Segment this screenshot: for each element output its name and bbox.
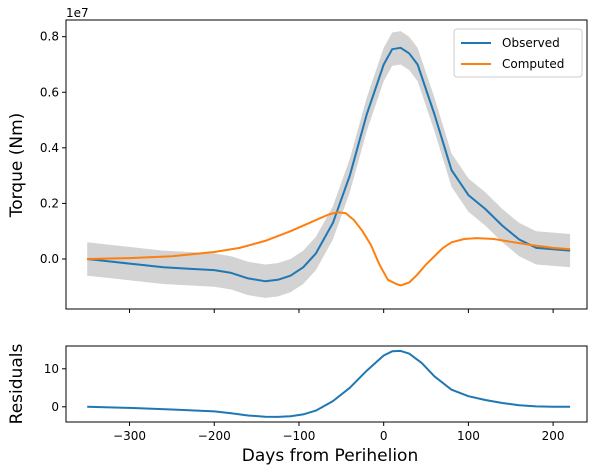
y-axis-label-bottom: Residuals [7,344,27,425]
legend-label-computed: Computed [502,57,564,71]
x-axis-label: Days from Perihelion [242,446,418,466]
plot-frame [65,19,588,310]
y-tick-label: 0.6 [40,85,59,99]
plot-frame [65,345,588,423]
residuals-panel: 0 10 −300 −200 −100 0 100 200 [44,345,588,443]
y-tick-label: 0.2 [40,196,59,210]
y-tick-label: 0 [51,400,59,414]
torque-panel: 0.0 0.2 0.4 0.6 0.8 [40,19,588,313]
y-tick-label: 0.4 [40,141,59,155]
x-tick-label: −300 [113,429,146,443]
series-line-computed [87,211,571,287]
y-tick-label: 10 [44,362,59,376]
series-line-observed [87,46,571,283]
x-tick-label: −100 [282,429,315,443]
y-axis-label-top: Torque (Nm) [7,113,27,219]
legend: Observed Computed [453,28,583,78]
legend-label-observed: Observed [502,36,560,50]
x-tick-label: 0 [380,429,388,443]
x-tick-label: 200 [542,429,565,443]
y-tick-label: 0.8 [40,30,59,44]
x-tick-label: −200 [198,429,231,443]
x-tick-label: 100 [457,429,480,443]
y-tick-label: 0.0 [40,252,59,266]
offset-label: 1e7 [66,6,89,20]
series-line-residuals [87,349,571,418]
uncertainty-band [87,31,571,298]
